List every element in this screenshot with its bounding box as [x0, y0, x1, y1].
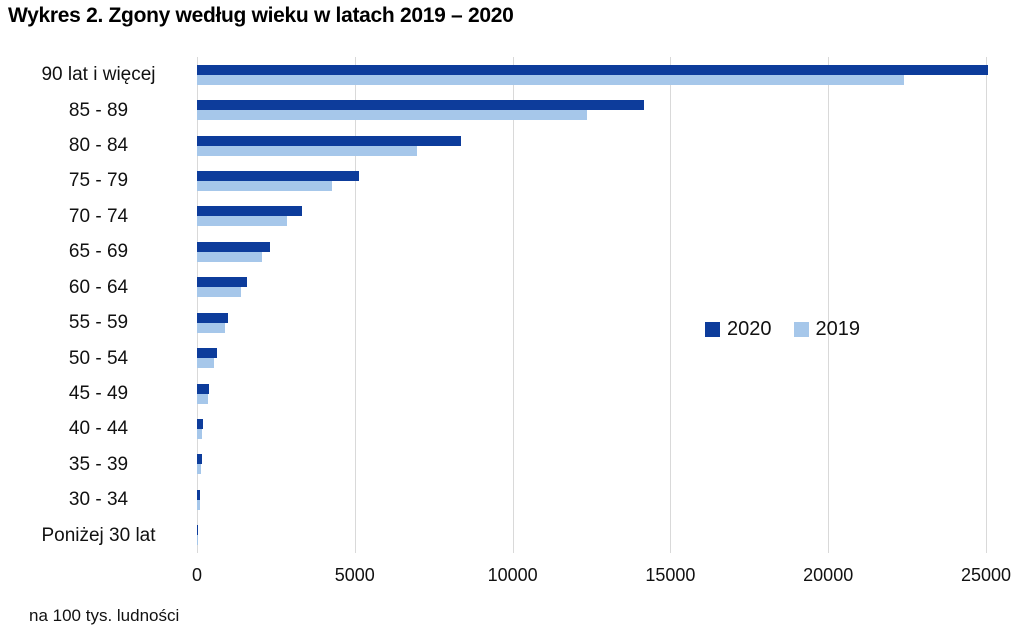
gridline-25000 — [986, 57, 987, 553]
bar-2019 — [197, 499, 200, 510]
bar-2020 — [197, 100, 645, 111]
bar-2019 — [197, 251, 263, 262]
gridline-0 — [197, 57, 198, 553]
category-label: 40 - 44 — [68, 418, 129, 440]
gridlines — [197, 57, 987, 553]
bar-pair — [197, 100, 1031, 121]
bar-pair — [197, 525, 1031, 546]
bar-row: 90 lat i więcej — [0, 57, 1031, 92]
bar-2020 — [197, 525, 198, 536]
bar-rows: 90 lat i więcej 85 - 89 80 - 84 75 - 79 70 -… — [0, 57, 1031, 553]
bar-2019 — [197, 428, 203, 439]
category-label: 35 - 39 — [68, 453, 129, 475]
x-tick-label: 20000 — [803, 565, 854, 585]
category-label: 90 lat i więcej — [41, 64, 156, 86]
bar-row: 55 - 59 — [0, 305, 1031, 340]
gridline-15000 — [670, 57, 672, 553]
bar-row: 30 - 34 — [0, 482, 1031, 517]
bar-pair — [197, 489, 1031, 510]
bar-2020 — [197, 348, 218, 359]
bar-2019 — [197, 110, 588, 121]
gridline-5000 — [354, 57, 356, 553]
bar-row: 60 - 64 — [0, 270, 1031, 305]
bar-row: 70 - 74 — [0, 199, 1031, 234]
bar-2019 — [197, 216, 288, 227]
bar-2020 — [197, 418, 204, 429]
bar-2020 — [197, 383, 209, 394]
bar-pair — [197, 170, 1031, 191]
bar-row: 45 - 49 — [0, 376, 1031, 411]
category-label: 30 - 34 — [68, 489, 129, 511]
bar-2019 — [197, 74, 905, 85]
bar-pair — [197, 312, 1031, 333]
x-axis: 0 5000 10000 15000 20000 25000 — [0, 565, 1031, 589]
legend-label-2019: 2019 — [815, 318, 861, 340]
category-label: 50 - 54 — [68, 347, 129, 369]
bar-2019 — [197, 393, 208, 404]
bar-pair — [197, 348, 1031, 369]
legend-swatch-2019 — [793, 321, 809, 337]
category-label: 55 - 59 — [68, 312, 129, 334]
bar-2020 — [197, 241, 271, 252]
legend-item-2020: 2020 — [705, 319, 772, 339]
bar-pair — [197, 454, 1031, 475]
bar-row: Poniżej 30 lat — [0, 517, 1031, 552]
category-label: 80 - 84 — [68, 135, 129, 157]
bar-2020 — [197, 277, 247, 288]
bar-2020 — [197, 312, 228, 323]
x-tick-label: 25000 — [960, 565, 1012, 585]
category-label: 75 - 79 — [68, 170, 129, 192]
bar-2019 — [197, 358, 214, 369]
bar-2019 — [197, 322, 225, 333]
bar-row: 65 - 69 — [0, 234, 1031, 269]
category-label: 65 - 69 — [68, 241, 129, 263]
legend: 2020 2019 — [705, 319, 860, 339]
bar-pair — [197, 418, 1031, 439]
x-tick-label: 15000 — [645, 565, 696, 585]
bar-pair — [197, 383, 1031, 404]
legend-swatch-2020 — [705, 321, 720, 337]
bar-row: 35 - 39 — [0, 447, 1031, 482]
gridline-20000 — [828, 57, 830, 553]
bar-2020 — [197, 454, 202, 465]
gridline-10000 — [512, 57, 514, 553]
bar-pair — [197, 135, 1031, 156]
legend-label-2020: 2020 — [727, 318, 772, 340]
bar-pair — [197, 206, 1031, 227]
category-label: Poniżej 30 lat — [41, 524, 156, 546]
bar-2020 — [197, 170, 359, 181]
bar-2019 — [197, 180, 333, 191]
bar-row: 80 - 84 — [0, 128, 1031, 163]
category-label: 70 - 74 — [68, 205, 129, 227]
x-tick-label: 0 — [191, 565, 202, 585]
bar-2020 — [197, 206, 303, 217]
plot-area: 90 lat i więcej 85 - 89 80 - 84 75 - 79 70 -… — [0, 57, 1031, 553]
x-tick-label: 5000 — [334, 565, 375, 585]
category-label: 85 - 89 — [68, 99, 129, 121]
bar-row: 75 - 79 — [0, 163, 1031, 198]
bar-row: 85 - 89 — [0, 92, 1031, 127]
bar-2020 — [197, 64, 988, 75]
bar-row: 40 - 44 — [0, 411, 1031, 446]
chart-title: Wykres 2. Zgony według wieku w latach 20… — [8, 4, 514, 27]
bar-2019 — [197, 464, 201, 475]
bar-pair — [197, 64, 1031, 85]
x-tick-label: 10000 — [487, 565, 538, 585]
bar-2020 — [197, 489, 201, 500]
bar-2020 — [197, 135, 461, 146]
bar-pair — [197, 277, 1031, 298]
category-label: 60 - 64 — [68, 276, 129, 298]
category-label: 45 - 49 — [68, 383, 129, 404]
bar-2019 — [197, 287, 242, 298]
bar-pair — [197, 241, 1031, 262]
bar-2019 — [197, 535, 198, 546]
axis-note: na 100 tys. ludności — [29, 606, 180, 625]
bar-row: 50 - 54 — [0, 340, 1031, 375]
bar-2019 — [197, 145, 418, 156]
legend-item-2019: 2019 — [793, 318, 861, 340]
